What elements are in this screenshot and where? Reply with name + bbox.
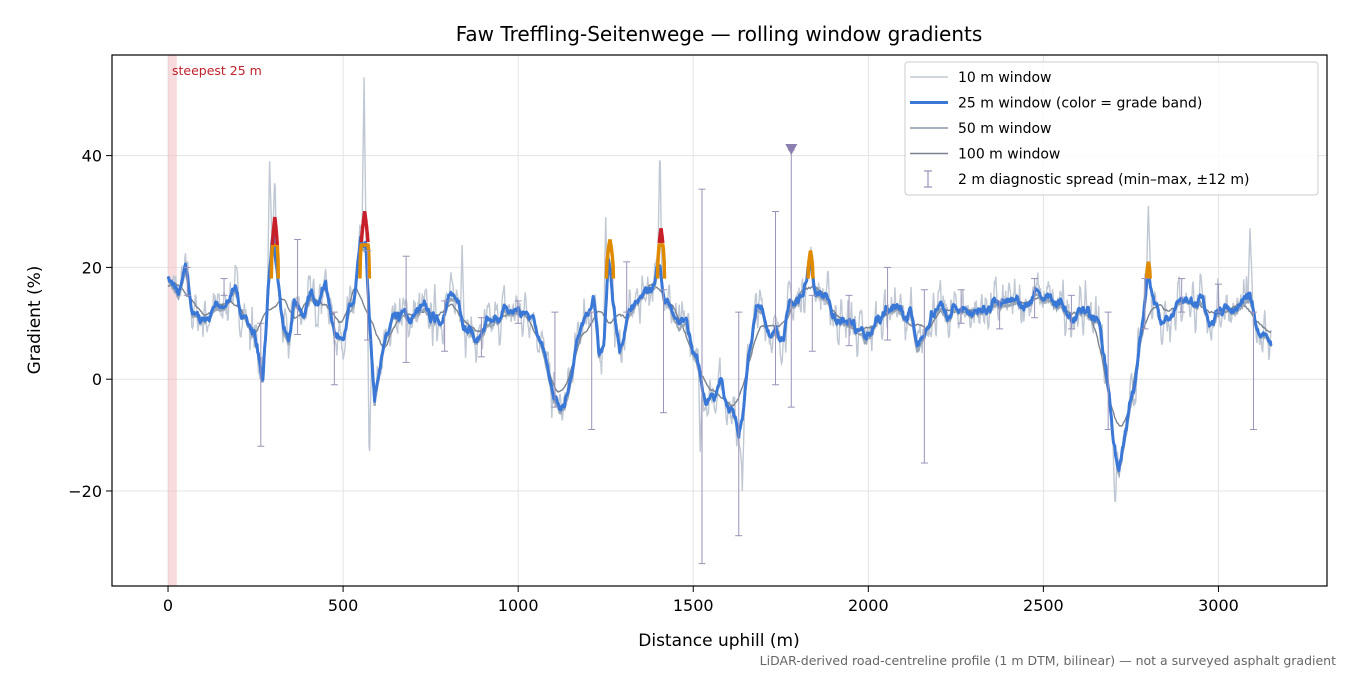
x-tick-label: 3000 <box>1198 596 1239 615</box>
grade-band-orange <box>358 243 372 279</box>
chart-title: Faw Treffling-Seitenwege — rolling windo… <box>456 22 983 46</box>
steepest-band <box>168 55 177 586</box>
x-axis-title: Distance uphill (m) <box>638 631 799 651</box>
grade-band-orange <box>269 243 281 279</box>
series-100m-line <box>167 282 1272 427</box>
legend-label: 100 m window <box>958 147 1060 163</box>
grade-band-orange <box>806 250 815 279</box>
y-tick-label: 20 <box>82 258 102 277</box>
grade-band-orange <box>1144 261 1152 279</box>
legend: 10 m window 25 m window (color = grade ba… <box>904 61 1319 196</box>
x-axis: 0 500 1000 1500 2000 2500 3000 <box>163 586 1239 615</box>
errorbar-group <box>183 149 1257 565</box>
x-tick-label: 0 <box>163 596 173 615</box>
legend-label: 50 m window <box>958 121 1051 137</box>
grade-band-red <box>359 211 370 243</box>
x-tick-label: 500 <box>328 596 359 615</box>
y-tick-label: −20 <box>68 482 102 501</box>
y-tick-label: 0 <box>92 370 102 389</box>
grade-band-red <box>657 228 665 244</box>
x-tick-label: 1000 <box>498 596 539 615</box>
plot-frame <box>111 54 1328 587</box>
marker-group <box>785 144 798 156</box>
x-tick-label: 2000 <box>848 596 889 615</box>
y-tick-label: 40 <box>82 147 102 166</box>
grade-band-orange <box>655 243 667 279</box>
x-tick-label: 2500 <box>1023 596 1064 615</box>
marker-triangle <box>785 144 798 156</box>
steepest-highlight <box>168 55 177 586</box>
grade-band-orange <box>604 239 616 279</box>
steepest-annotation: steepest 25 m <box>172 63 262 78</box>
legend-label: 10 m window <box>958 70 1051 86</box>
y-axis: −20 0 20 40 <box>68 147 112 501</box>
legend-label: 25 m window (color = grade band) <box>958 96 1202 112</box>
legend-box <box>904 61 1319 196</box>
y-axis-title: Gradient (%) <box>25 266 45 375</box>
series-group <box>166 77 1273 503</box>
footnote: LiDAR-derived road-centreline profile (1… <box>760 653 1336 668</box>
legend-label: 2 m diagnostic spread (min–max, ±12 m) <box>958 172 1249 188</box>
x-tick-label: 1500 <box>673 596 714 615</box>
grade-band-red <box>270 216 280 246</box>
series-25m-line <box>166 231 1273 472</box>
